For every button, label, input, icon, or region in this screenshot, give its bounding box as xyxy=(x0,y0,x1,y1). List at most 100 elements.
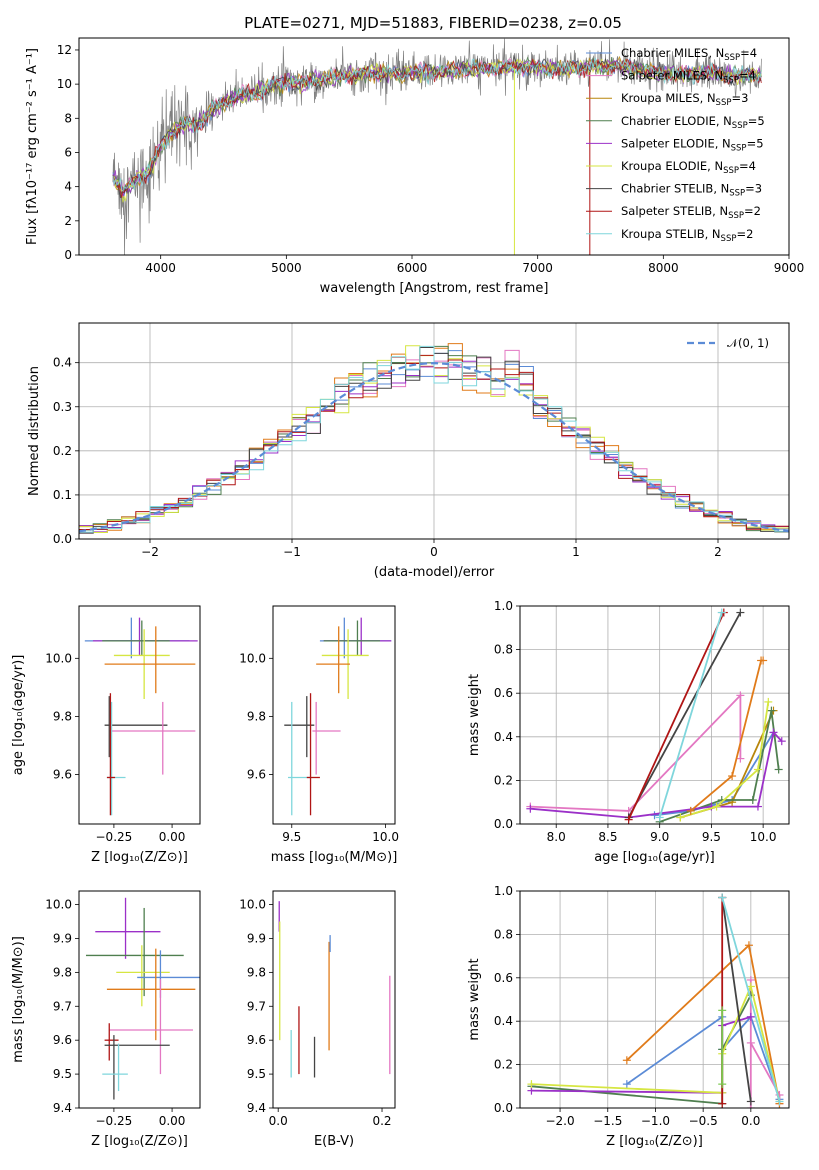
x-tick-label: −1.5 xyxy=(593,1114,622,1128)
x-tick-label: 10.0 xyxy=(372,830,399,844)
y-tick-label: 0.8 xyxy=(494,643,513,657)
weight-series-salpeter_elodie xyxy=(530,730,783,819)
massweight-vs-Z-frame xyxy=(519,890,790,1109)
weight-series-kroupa_stelib xyxy=(721,897,781,1102)
errorbar-point xyxy=(104,626,196,694)
model-spectrum-chabrier_stelib xyxy=(112,54,762,198)
y-tick-label: 9.9 xyxy=(247,931,266,945)
y-tick-label: 0.2 xyxy=(494,773,513,787)
x-tick-label: −0.25 xyxy=(96,1114,133,1128)
mass-vs-Z-axes: −0.25 0.00 9.4 9.5 9.6 9.7 9.8 9.9 10.0 Z [log₁₀(… xyxy=(11,898,188,1149)
y-axis-label: mass [log₁₀(M/M⊙)] xyxy=(11,936,26,1063)
y-tick-label: 9.8 xyxy=(53,709,72,723)
mass-vs-ebv-frame xyxy=(272,890,396,1109)
errorbar-point xyxy=(323,620,380,656)
y-tick-label: 0.8 xyxy=(494,927,513,941)
y-tick-label: 1.0 xyxy=(494,599,513,613)
errorbar-point xyxy=(111,701,196,775)
weight-marker xyxy=(718,1006,727,1015)
y-tick-label: 0.0 xyxy=(494,1101,513,1115)
weight-marker xyxy=(746,1012,755,1021)
mass-vs-ebv-plot-area xyxy=(278,901,391,1078)
y-tick-label: 9.6 xyxy=(247,768,266,782)
y-tick-label: 9.9 xyxy=(53,931,72,945)
y-tick-label: 6 xyxy=(64,145,72,159)
weight-marker xyxy=(759,656,768,665)
y-tick-label: 2 xyxy=(64,214,72,228)
weight-series-salpeter_stelib xyxy=(627,612,725,820)
x-tick-label: 9.0 xyxy=(650,830,669,844)
weight-marker xyxy=(718,893,727,902)
legend-entry: Kroupa STELIB, NSSP=2 xyxy=(621,227,753,244)
age-vs-mass-axes: 9.5 10.0 9.6 9.8 10.0 mass [log₁₀(M/M⊙)] xyxy=(239,651,399,865)
y-tick-label: 12 xyxy=(57,43,72,57)
y-tick-label: 0.1 xyxy=(53,488,72,502)
y-tick-label: 1.0 xyxy=(494,884,513,898)
weight-marker xyxy=(744,941,753,950)
x-tick-label: 0.0 xyxy=(741,1114,760,1128)
legend-entry: Kroupa ELODIE, NSSP=4 xyxy=(621,159,756,176)
massweight-vs-age-plot-area xyxy=(526,608,786,824)
x-tick-label: 9000 xyxy=(774,261,805,275)
weight-marker xyxy=(655,813,664,822)
y-tick-label: 0.0 xyxy=(53,532,72,546)
model-spectrum-kroupa_stelib xyxy=(112,57,762,193)
mass-vs-ebv-axes: 0.0 0.2 9.4 9.5 9.6 9.7 9.8 9.9 10.0 E(B-V) xyxy=(239,898,391,1149)
weight-marker xyxy=(622,1056,631,1065)
x-tick-label: 0 xyxy=(430,545,438,559)
legend-entry: Salpeter MILES, NSSP=4 xyxy=(621,69,756,86)
y-tick-label: 0.4 xyxy=(494,730,513,744)
weight-marker xyxy=(712,802,721,811)
errorbar-point xyxy=(104,696,168,758)
y-tick-label: 10 xyxy=(57,77,72,91)
x-tick-label: 8.0 xyxy=(547,830,566,844)
y-tick-label: 9.6 xyxy=(53,768,72,782)
y-tick-label: 9.8 xyxy=(247,709,266,723)
weight-marker xyxy=(764,697,773,706)
y-axis-label: mass weight xyxy=(467,674,482,756)
errorbar-point xyxy=(104,1035,170,1100)
legend-entry: Salpeter STELIB, NSSP=2 xyxy=(621,204,761,221)
y-axis-label: Flux [fλ10⁻¹⁷ erg cm⁻² s⁻¹ A⁻¹] xyxy=(25,48,40,245)
x-tick-label: −2.0 xyxy=(545,1114,574,1128)
y-tick-label: 0 xyxy=(64,248,72,262)
x-axis-label: Z [log₁₀(Z/Z⊙)] xyxy=(91,1134,188,1149)
weight-marker xyxy=(736,754,745,763)
x-tick-label: 2 xyxy=(714,545,722,559)
y-tick-label: 4 xyxy=(64,180,72,194)
weight-marker xyxy=(753,802,762,811)
x-tick-label: 0.00 xyxy=(159,830,186,844)
y-axis-label: age [log₁₀(age/yr)] xyxy=(11,655,26,776)
errorbar-point xyxy=(95,897,161,959)
y-tick-label: 9.8 xyxy=(247,965,266,979)
y-tick-label: 9.5 xyxy=(247,1067,266,1081)
weight-series-chabrier_stelib xyxy=(721,897,752,1102)
weight-marker xyxy=(736,608,745,617)
y-tick-label: 0.6 xyxy=(494,971,513,985)
errorbar-point xyxy=(85,907,184,997)
spectrum-plot-area xyxy=(112,38,762,255)
y-tick-label: 0.2 xyxy=(53,444,72,458)
massweight-vs-Z-axes: −2.0 −1.5 −1.0 −0.5 0.0 0.0 0.2 0.4 0.6 0.8 1.0 Z [… xyxy=(467,884,789,1149)
x-tick-label: 8.5 xyxy=(598,830,617,844)
y-tick-label: 0.4 xyxy=(53,356,72,370)
y-tick-label: 8 xyxy=(64,111,72,125)
x-tick-label: −2 xyxy=(141,545,159,559)
weight-marker xyxy=(775,1097,784,1106)
spectrum-legend: Chabrier MILES, NSSP=4 Salpeter MILES, NS… xyxy=(586,46,765,244)
y-tick-label: 0.2 xyxy=(494,1058,513,1072)
legend-entry: Chabrier STELIB, NSSP=3 xyxy=(621,182,762,199)
histogram-kroupa_stelib xyxy=(79,345,789,533)
x-tick-label: 8000 xyxy=(648,261,679,275)
legend-entry: Chabrier ELODIE, NSSP=5 xyxy=(621,114,765,131)
y-tick-label: 0.0 xyxy=(494,817,513,831)
x-axis-label: Z [log₁₀(Z/Z⊙)] xyxy=(91,850,188,865)
observed-spectrum-line xyxy=(112,38,762,255)
figure-title: PLATE=0271, MJD=51883, FIBERID=0238, z=0… xyxy=(244,14,622,32)
residuals-plot-area xyxy=(79,343,789,534)
mass-vs-Z-plot-area xyxy=(85,897,200,1100)
y-tick-label: 9.4 xyxy=(247,1101,266,1115)
x-tick-label: 9.5 xyxy=(702,830,721,844)
age-vs-mass-frame xyxy=(272,605,396,825)
weight-series-kroupa_elodie xyxy=(680,701,770,819)
